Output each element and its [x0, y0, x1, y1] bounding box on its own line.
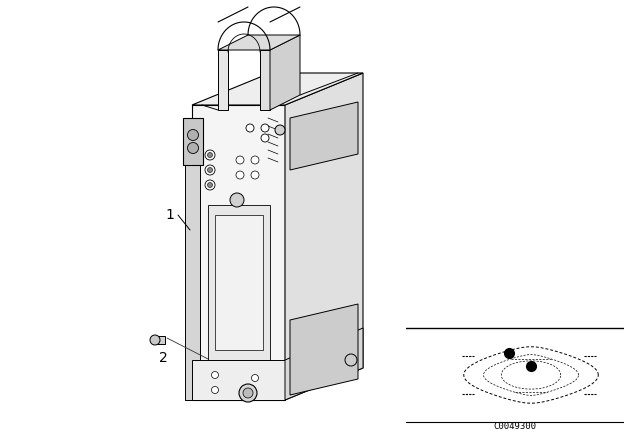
Polygon shape: [157, 336, 165, 344]
Circle shape: [207, 168, 212, 172]
Circle shape: [251, 156, 259, 164]
Polygon shape: [192, 360, 285, 400]
Polygon shape: [192, 105, 285, 400]
Circle shape: [207, 182, 212, 188]
Circle shape: [239, 384, 257, 402]
Text: C0049300: C0049300: [493, 422, 537, 431]
Polygon shape: [192, 73, 363, 105]
Circle shape: [211, 371, 218, 379]
Circle shape: [252, 375, 259, 382]
Polygon shape: [290, 102, 358, 170]
Circle shape: [150, 335, 160, 345]
Circle shape: [246, 124, 254, 132]
Circle shape: [188, 129, 198, 141]
Circle shape: [211, 387, 218, 393]
Circle shape: [236, 156, 244, 164]
Polygon shape: [183, 118, 203, 165]
Polygon shape: [290, 304, 358, 395]
Circle shape: [236, 171, 244, 179]
Circle shape: [230, 193, 244, 207]
Circle shape: [345, 354, 357, 366]
Polygon shape: [285, 328, 363, 400]
Polygon shape: [185, 118, 200, 400]
Circle shape: [205, 180, 215, 190]
Circle shape: [188, 142, 198, 154]
Circle shape: [275, 125, 285, 135]
Polygon shape: [218, 35, 300, 50]
Circle shape: [251, 171, 259, 179]
Polygon shape: [215, 215, 263, 350]
Text: 1: 1: [166, 208, 175, 222]
Polygon shape: [208, 205, 270, 360]
Circle shape: [207, 152, 212, 158]
Circle shape: [205, 165, 215, 175]
Polygon shape: [260, 50, 270, 110]
Polygon shape: [285, 73, 363, 400]
Circle shape: [261, 124, 269, 132]
Text: 2: 2: [159, 351, 168, 365]
Polygon shape: [218, 50, 228, 110]
Polygon shape: [270, 35, 300, 110]
Circle shape: [205, 150, 215, 160]
Circle shape: [243, 388, 253, 398]
Circle shape: [261, 134, 269, 142]
